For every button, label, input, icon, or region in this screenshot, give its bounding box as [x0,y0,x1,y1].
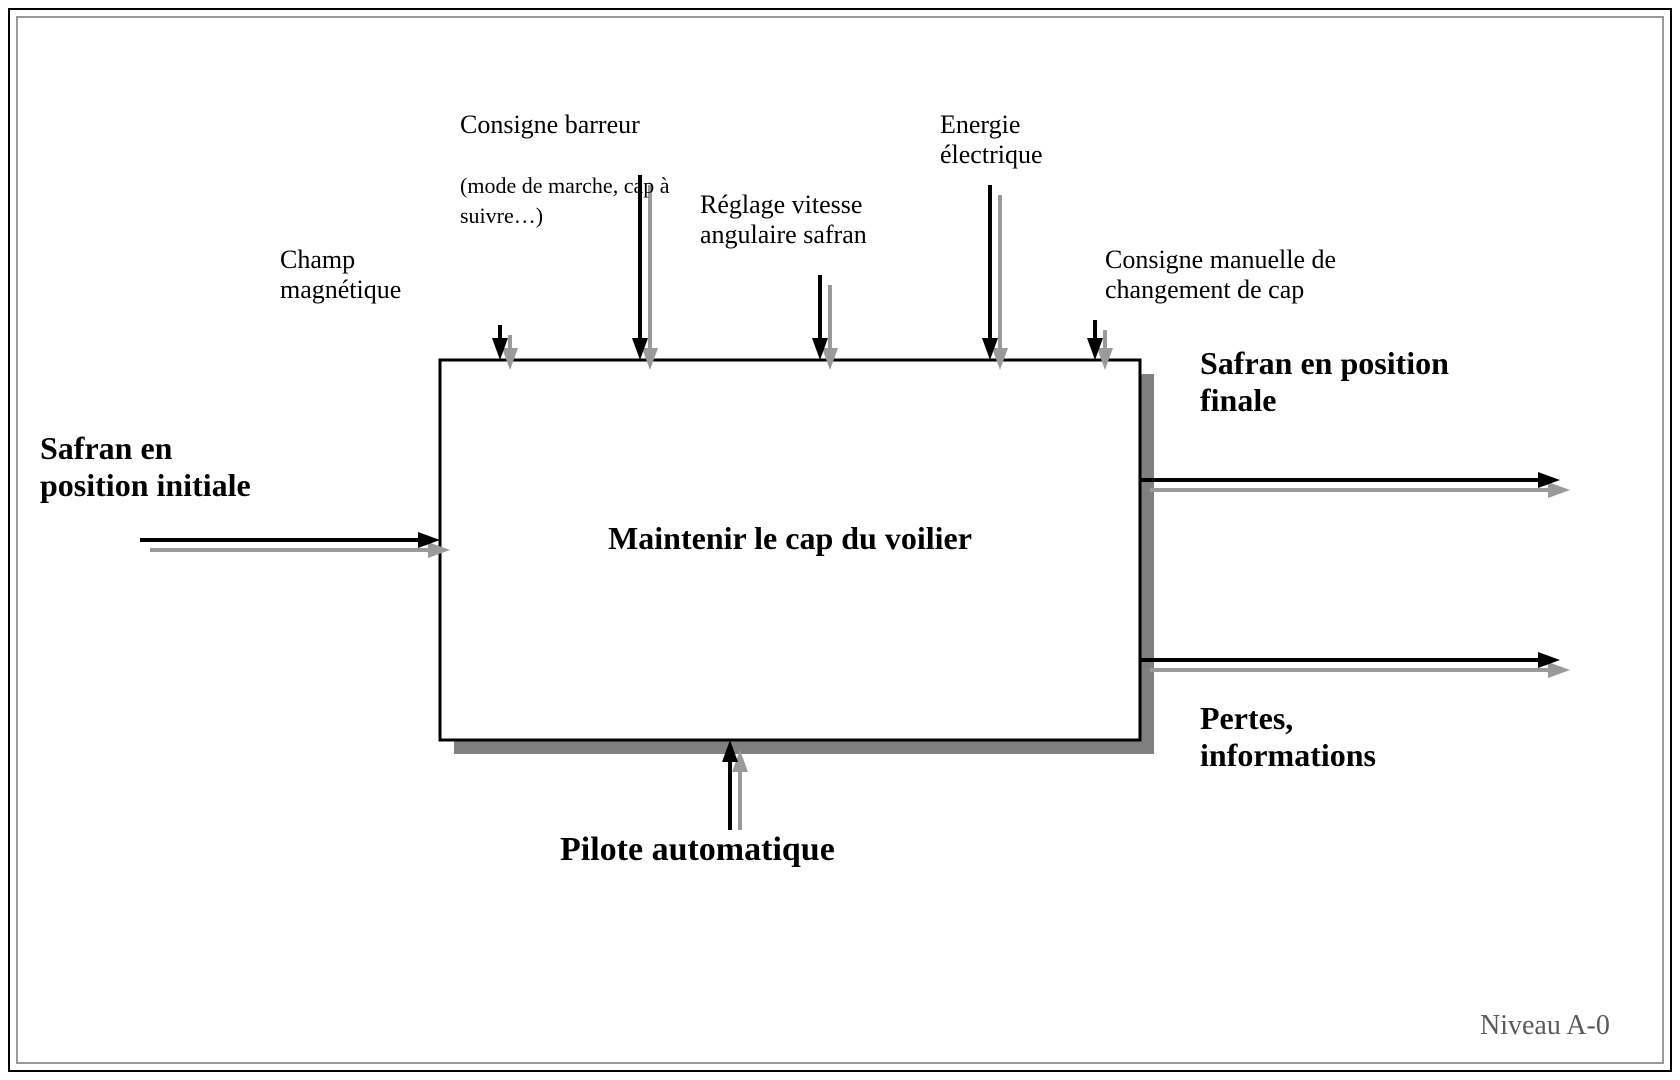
footer-text: Niveau A-0 [1480,1010,1610,1042]
top-label-consigne-barreur: Consigne barreur (mode de marche, cap às… [460,80,670,229]
block-title: Maintenir le cap du voilier [440,520,1140,557]
top-label-consigne-barreur-line1: Consigne barreur [460,110,640,139]
bottom-input-label: Pilote automatique [560,830,835,869]
top-label-energie: Energie électrique [940,110,1043,170]
right-output-1-label: Safran en position finale [1200,345,1449,419]
top-label-consigne-manuelle: Consigne manuelle de changement de cap [1105,245,1336,305]
top-label-consigne-barreur-sub: (mode de marche, cap àsuivre…) [460,173,670,228]
right-output-2-label: Pertes, informations [1200,700,1376,774]
left-input-label: Safran en position initiale [40,430,251,504]
top-label-reglage: Réglage vitesse angulaire safran [700,190,867,250]
top-label-champ: Champ magnétique [280,245,401,305]
